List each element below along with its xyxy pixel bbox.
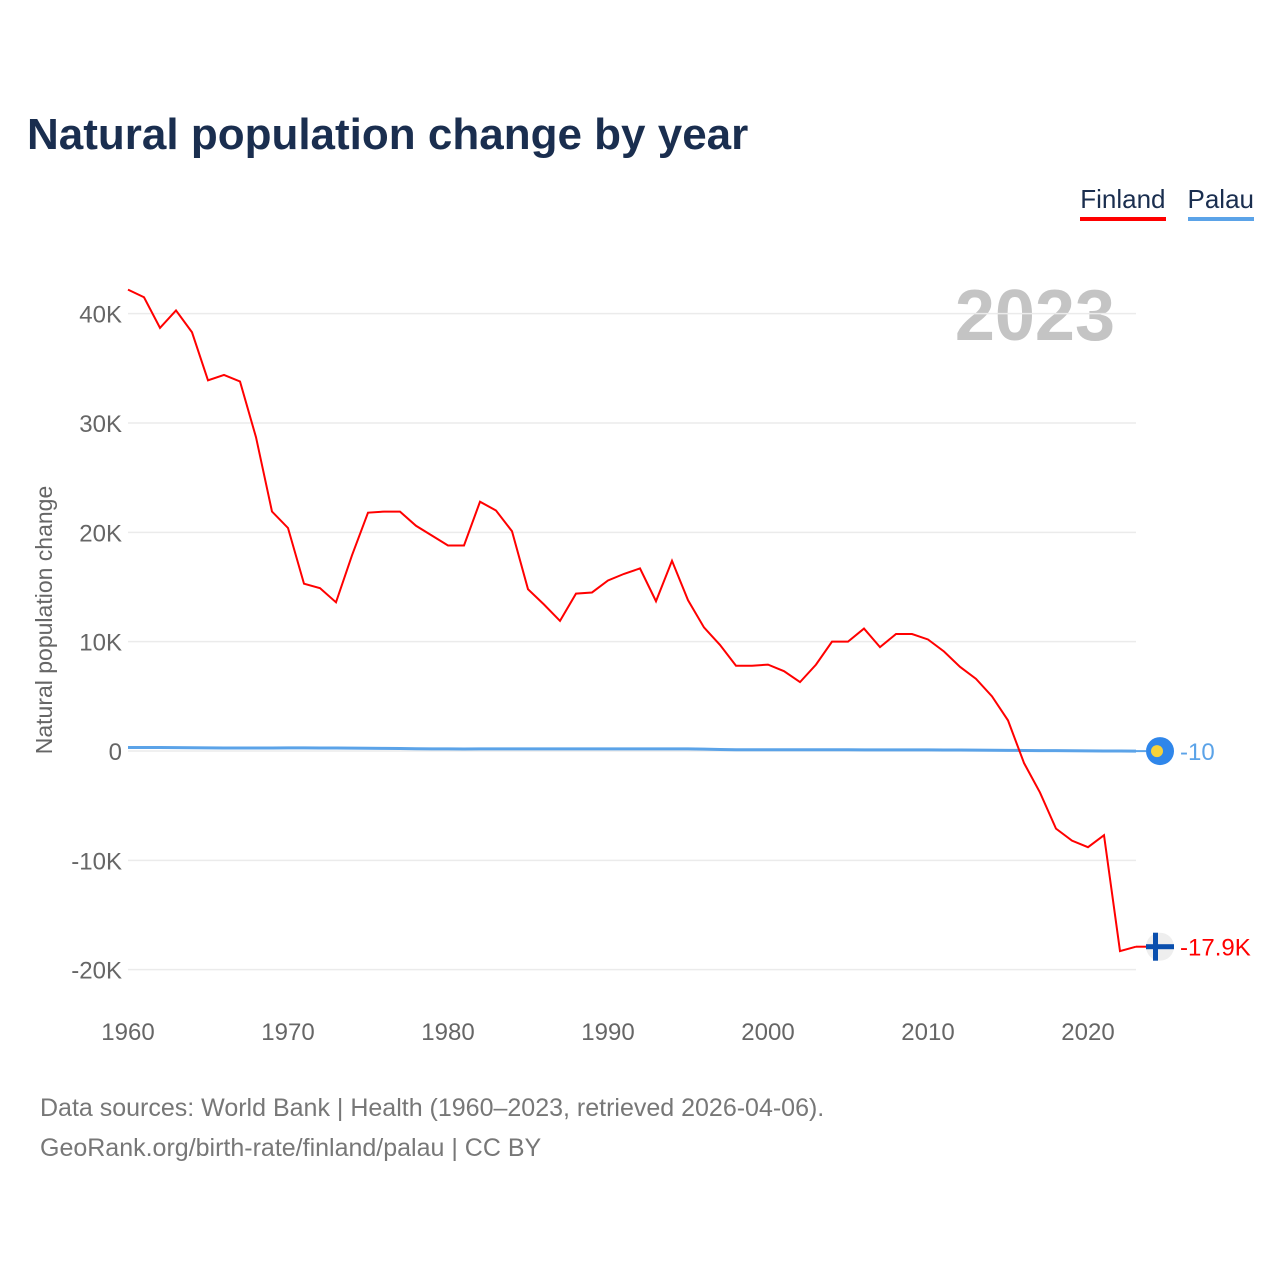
- end-label-finland: -17.9K: [1180, 935, 1251, 962]
- source-line-2[interactable]: GeoRank.org/birth-rate/finland/palau | C…: [40, 1134, 542, 1162]
- end-label-palau: -10: [1180, 739, 1215, 766]
- x-tick-label: 1990: [581, 1019, 634, 1046]
- legend-finland[interactable]: Finland: [1080, 184, 1166, 221]
- y-tick-label: -20K: [71, 958, 122, 985]
- chart-title: Natural population change by year: [27, 110, 749, 159]
- y-tick-label: -10K: [71, 848, 122, 875]
- x-tick-label: 1960: [101, 1019, 154, 1046]
- legend-palau[interactable]: Palau: [1187, 184, 1254, 221]
- y-tick-label: 0: [109, 739, 122, 766]
- source-note: Data sources: World Bank | Health (1960–…: [40, 1088, 824, 1168]
- x-tick-label: 2020: [1061, 1019, 1114, 1046]
- finland-flag-cross-h: [1146, 944, 1174, 950]
- x-tick-label: 1970: [261, 1019, 314, 1046]
- legend: Finland Palau: [1080, 184, 1254, 221]
- x-tick-label: 2000: [741, 1019, 794, 1046]
- year-watermark: 2023: [955, 276, 1115, 356]
- y-tick-label: 40K: [79, 302, 122, 329]
- y-tick-label: 20K: [79, 520, 122, 547]
- finland-flag-cross-v: [1153, 932, 1158, 961]
- line-palau: [128, 746, 1137, 753]
- palau-flag-sun: [1151, 745, 1163, 758]
- x-tick-label: 2010: [901, 1019, 954, 1046]
- y-axis-label: Natural population change: [31, 486, 57, 755]
- line-finland: [127, 288, 1137, 953]
- y-tick-label: 30K: [79, 411, 122, 438]
- y-tick-label: 10K: [79, 630, 122, 657]
- x-tick-label: 1980: [421, 1019, 474, 1046]
- source-line-1: Data sources: World Bank | Health (1960–…: [40, 1094, 825, 1122]
